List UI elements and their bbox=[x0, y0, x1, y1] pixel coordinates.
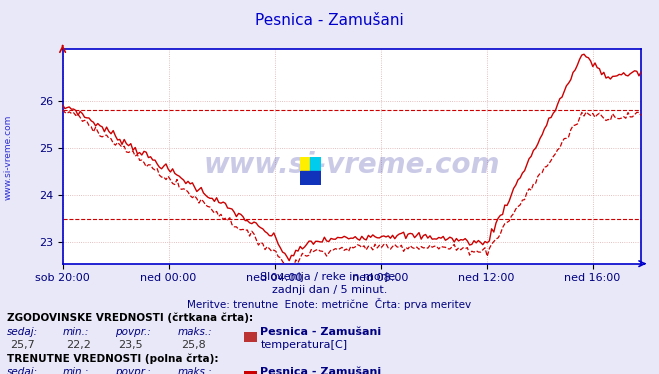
Text: povpr.:: povpr.: bbox=[115, 327, 151, 337]
Text: povpr.:: povpr.: bbox=[115, 367, 151, 374]
Text: www.si-vreme.com: www.si-vreme.com bbox=[3, 114, 13, 200]
Text: Slovenija / reke in morje.: Slovenija / reke in morje. bbox=[260, 272, 399, 282]
Text: Pesnica - Zamušani: Pesnica - Zamušani bbox=[260, 367, 382, 374]
Bar bbox=[300, 157, 310, 171]
Text: 25,8: 25,8 bbox=[181, 340, 206, 350]
Text: Pesnica - Zamušani: Pesnica - Zamušani bbox=[260, 327, 382, 337]
Text: maks.:: maks.: bbox=[178, 327, 213, 337]
Text: zadnji dan / 5 minut.: zadnji dan / 5 minut. bbox=[272, 285, 387, 295]
Text: min.:: min.: bbox=[63, 327, 89, 337]
Bar bbox=[310, 157, 321, 171]
Text: Meritve: trenutne  Enote: metrične  Črta: prva meritev: Meritve: trenutne Enote: metrične Črta: … bbox=[187, 298, 472, 310]
Text: TRENUTNE VREDNOSTI (polna črta):: TRENUTNE VREDNOSTI (polna črta): bbox=[7, 353, 218, 364]
Text: min.:: min.: bbox=[63, 367, 89, 374]
Text: 22,2: 22,2 bbox=[66, 340, 91, 350]
Bar bbox=[300, 171, 321, 185]
Text: sedaj:: sedaj: bbox=[7, 327, 38, 337]
Text: sedaj:: sedaj: bbox=[7, 367, 38, 374]
Text: 23,5: 23,5 bbox=[119, 340, 143, 350]
Text: www.si-vreme.com: www.si-vreme.com bbox=[204, 151, 500, 179]
Text: Pesnica - Zamušani: Pesnica - Zamušani bbox=[255, 13, 404, 28]
Text: maks.:: maks.: bbox=[178, 367, 213, 374]
Text: temperatura[C]: temperatura[C] bbox=[260, 340, 347, 350]
Text: 25,7: 25,7 bbox=[10, 340, 35, 350]
Text: ZGODOVINSKE VREDNOSTI (črtkana črta):: ZGODOVINSKE VREDNOSTI (črtkana črta): bbox=[7, 312, 252, 323]
